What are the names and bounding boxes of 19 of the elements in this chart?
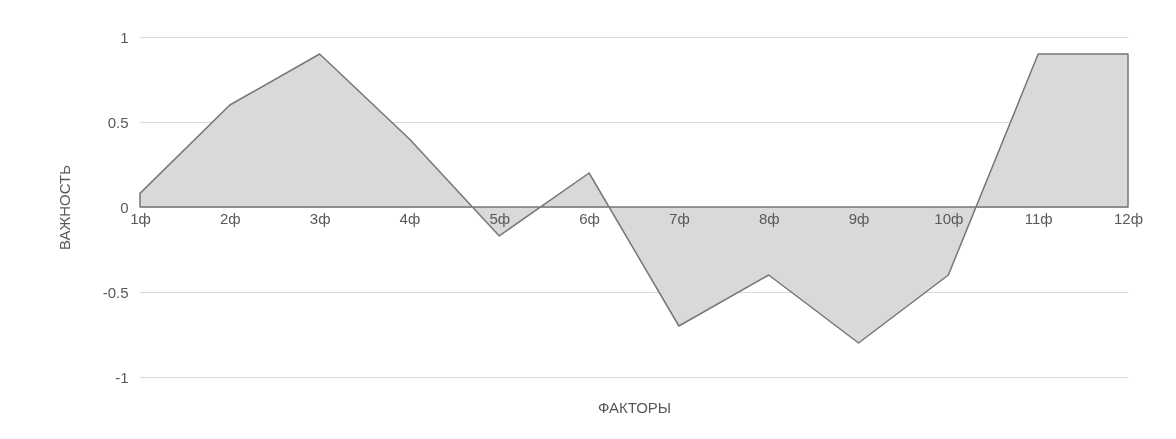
x-tick-label: 8ф: [758, 209, 780, 227]
x-tick-label: 1ф: [130, 209, 151, 227]
x-tick-label: 10ф: [934, 209, 964, 227]
y-tick-label: -1: [115, 368, 129, 386]
x-tick-label: 6ф: [579, 209, 600, 227]
x-tick-label: 7ф: [669, 209, 690, 227]
x-tick-label: 11ф: [1024, 209, 1053, 227]
x-axis-title: ФАКТОРЫ: [597, 398, 672, 416]
y-tick-label: -0.5: [102, 283, 129, 301]
x-tick-label: 5ф: [489, 209, 511, 227]
x-tick-label: 4ф: [399, 209, 421, 227]
x-tick-label: 9ф: [848, 209, 870, 227]
y-tick-label: 0: [120, 198, 129, 216]
y-axis-title: ВАЖНОСТЬ: [55, 164, 73, 251]
y-tick-label: 1: [120, 28, 129, 46]
x-tick-label: 3ф: [309, 209, 331, 227]
x-tick-label: 2ф: [219, 209, 241, 227]
x-tick-label: 12ф: [1113, 209, 1144, 227]
y-tick-label: 0.5: [107, 113, 129, 131]
